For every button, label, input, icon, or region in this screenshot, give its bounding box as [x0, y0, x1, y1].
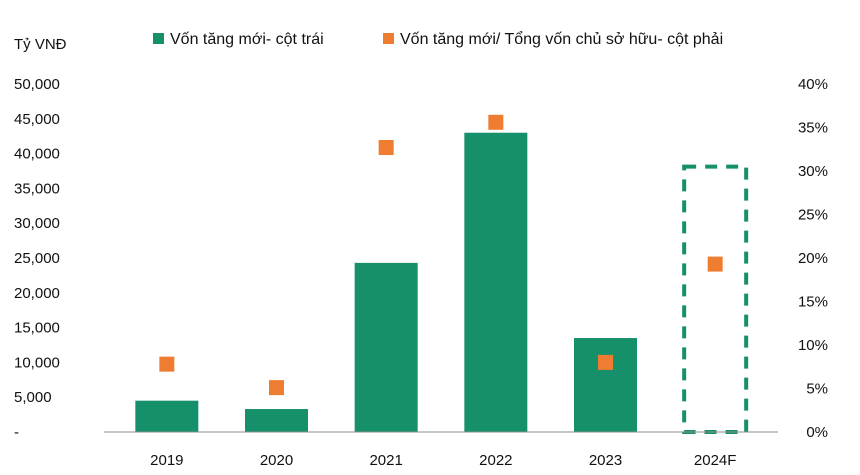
- marker-point: [598, 354, 613, 370]
- left-axis-tick-label: 50,000: [14, 76, 60, 93]
- right-axis-tick-label: 40%: [798, 76, 828, 93]
- bar: [245, 409, 308, 432]
- right-axis-tick-label: 30%: [798, 163, 828, 180]
- left-axis-tick-label: 5,000: [14, 389, 52, 406]
- left-axis-unit-label: Tỷ VNĐ: [14, 36, 67, 53]
- x-axis-tick-label: 2023: [589, 452, 622, 469]
- legend-label-bar: Vốn tăng mới- cột trái: [170, 31, 324, 48]
- bar: [574, 338, 637, 432]
- marker-point: [488, 114, 504, 130]
- forecast-dashed-box: [682, 164, 749, 434]
- left-axis-tick-label: 35,000: [14, 180, 60, 197]
- right-axis-tick-label: 20%: [798, 250, 828, 267]
- bar: [464, 132, 528, 432]
- left-axis-tick-label: 10,000: [14, 354, 60, 371]
- forecast-highlight: [682, 164, 749, 434]
- left-axis-tick-label: 25,000: [14, 250, 60, 267]
- right-axis-tick-label: 10%: [798, 337, 828, 354]
- marker-point: [159, 356, 175, 372]
- marker-point: [269, 380, 284, 396]
- x-axis-tick-label: 2021: [369, 452, 402, 469]
- right-axis-tick-label: 25%: [798, 207, 828, 224]
- marker-point: [707, 256, 723, 272]
- left-axis-tick-label: -: [14, 424, 19, 441]
- legend-swatch-marker: [383, 33, 394, 44]
- left-axis-tick-label: 45,000: [14, 111, 60, 128]
- x-axis-tick-label: 2024F: [694, 452, 737, 469]
- right-axis-tick-label: 5%: [806, 381, 828, 398]
- right-axis-tick-label: 0%: [806, 424, 828, 441]
- left-axis-tick-label: 20,000: [14, 285, 60, 302]
- x-axis-tick-label: 2020: [260, 452, 293, 469]
- marker-series: [159, 114, 723, 396]
- x-axis-tick-label: 2022: [479, 452, 512, 469]
- legend-label-marker: Vốn tăng mới/ Tổng vốn chủ sở hữu- cột p…: [400, 30, 723, 48]
- right-axis-tick-label: 15%: [798, 294, 828, 311]
- bar: [354, 262, 418, 432]
- legend-swatch-bar: [153, 33, 164, 44]
- left-axis-tick-label: 15,000: [14, 320, 60, 337]
- left-axis-tick-label: 40,000: [14, 146, 60, 163]
- x-axis: 2019 2020 2021 2022 2023 2024F: [150, 452, 736, 469]
- right-axis: 0% 5% 10% 15% 20% 25% 30% 35% 40%: [798, 76, 828, 441]
- left-axis: - 5,000 10,000 15,000 20,000 25,000 30,000 35,0…: [14, 76, 60, 441]
- bar-series: [135, 132, 637, 432]
- legend: Vốn tăng mới- cột trái Vốn tăng mới/ Tổn…: [153, 30, 723, 48]
- x-axis-tick-label: 2019: [150, 452, 183, 469]
- bar: [135, 400, 199, 432]
- right-axis-tick-label: 35%: [798, 120, 828, 137]
- marker-point: [378, 140, 394, 156]
- left-axis-tick-label: 30,000: [14, 215, 60, 232]
